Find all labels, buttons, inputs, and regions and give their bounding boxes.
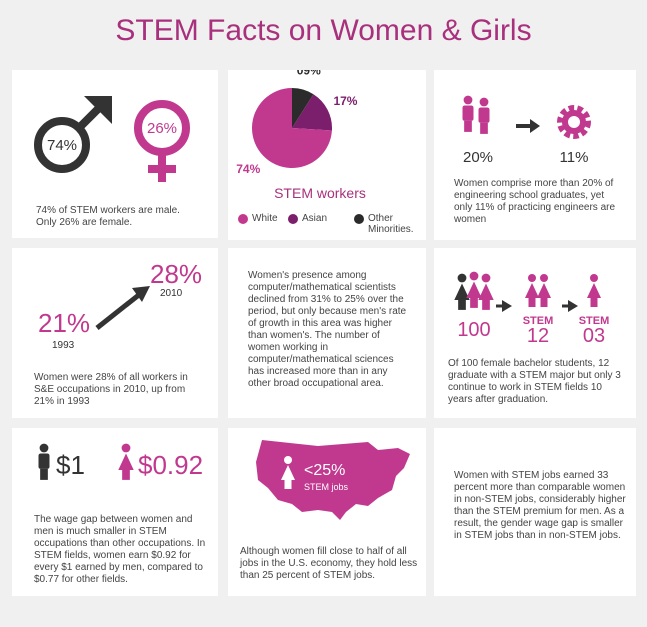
person-head (481, 273, 491, 283)
person-body (537, 283, 551, 298)
wage-card: $1 $0.92 The wage gap between women and … (12, 428, 218, 596)
person-legs (458, 298, 466, 310)
gear-ring (562, 110, 586, 134)
pie-label: 74% (236, 162, 260, 176)
engineering-card: 20% 11% Women comprise more than 20% of … (434, 70, 636, 240)
map-label: STEM jobs (304, 482, 349, 492)
female-share: 26% (147, 120, 177, 137)
person-legs (482, 298, 490, 310)
gender-card: 74% 26% 74% of STEM workers are male. On… (12, 70, 218, 238)
person-legs (528, 297, 536, 307)
men-wage: $1 (56, 450, 85, 480)
card-text: The wage gap between women and men is mu… (34, 514, 206, 585)
person-body (525, 283, 539, 298)
person-body (281, 465, 295, 480)
person-body (587, 283, 601, 298)
women-share: <25% (304, 462, 345, 479)
pie-label: 17% (333, 94, 357, 108)
engineers-share: 11% (560, 149, 589, 166)
earnings-card: Women with STEM jobs earned 33 percent m… (434, 428, 636, 596)
step-label: STEM (523, 315, 554, 327)
person-legs (284, 479, 292, 489)
person-body (478, 283, 494, 300)
person-body (478, 107, 490, 123)
person-legs (40, 468, 48, 480)
card-text: Women were 28% of all workers in S&E occ… (34, 372, 188, 407)
pie-card: STEM workers 09% 17% 74% White Asian Other M… (228, 70, 426, 240)
step-count: 03 (583, 325, 605, 347)
male-arrowhead (84, 96, 112, 124)
jobs-card: <25% STEM jobs Although women fill close… (228, 428, 426, 596)
person-body (118, 453, 134, 470)
person-head (121, 443, 131, 453)
card-text: 74% of STEM workers are male. Only 26% a… (36, 205, 180, 228)
person-head (39, 443, 49, 453)
person-head (457, 273, 467, 283)
growth-graphic: 28% 2010 21% 1993 (38, 259, 202, 351)
step-label: STEM (579, 315, 610, 327)
arrowhead (568, 300, 578, 312)
person-head (528, 274, 536, 282)
step-count: 12 (527, 325, 549, 347)
person-head (590, 274, 598, 282)
pipeline-card: 100 STEM 12 STEM 03 Of 100 female bachel… (434, 248, 636, 418)
card-text: Women comprise more than 20% of engineer… (454, 178, 616, 225)
start-count: 100 (457, 319, 490, 341)
person-legs (540, 297, 548, 307)
person-head (540, 274, 548, 282)
person-legs (470, 296, 478, 308)
person-body (462, 105, 474, 121)
legend-label: Asian (302, 213, 328, 224)
graduates-share: 20% (463, 149, 493, 166)
person-legs (480, 122, 488, 134)
person-head (284, 456, 292, 464)
person-body (38, 453, 50, 469)
person-head (479, 97, 489, 107)
arrowhead (502, 300, 512, 312)
legend-swatch (238, 214, 248, 224)
pie-slice (252, 88, 332, 169)
arrowhead (530, 119, 540, 133)
person-legs (122, 468, 130, 480)
gear (557, 105, 591, 139)
card-text: Of 100 female bachelor students, 12 grad… (448, 358, 621, 405)
end-value: 28% (150, 259, 202, 289)
card-text: Women's presence among computer/mathemat… (248, 270, 407, 389)
legend-label: White (252, 213, 278, 224)
start-year: 1993 (52, 340, 75, 351)
arrowhead (132, 286, 150, 302)
pie-slice (292, 94, 332, 131)
person-body (466, 281, 482, 298)
pie-chart: STEM workers 09% 17% 74% (236, 70, 366, 224)
card-text: Although women fill close to half of all… (240, 546, 418, 581)
person-head (463, 95, 473, 105)
legend-label: Other Minorities. (368, 213, 414, 235)
male-symbol (34, 117, 90, 173)
gender-icons: 74% 26% (34, 96, 190, 182)
pie-label: 09% (297, 70, 321, 77)
person-body (454, 283, 470, 300)
pie-slice (292, 88, 314, 128)
pipeline-graphic: 100 STEM 12 STEM 03 (454, 271, 610, 347)
jobs-graphic: <25% STEM jobs (256, 440, 410, 520)
engineering-icons: 20% 11% (462, 95, 591, 166)
person-legs (590, 297, 598, 307)
chart-title: STEM workers (274, 185, 366, 201)
end-year: 2010 (160, 288, 183, 299)
person-legs (464, 120, 472, 132)
trend-arrow (95, 292, 142, 330)
legend-swatch (288, 214, 298, 224)
women-wage: $0.92 (138, 450, 203, 480)
start-value: 21% (38, 308, 90, 338)
person-head (469, 271, 479, 281)
us-map (256, 440, 410, 520)
male-share: 74% (47, 137, 77, 154)
page-title: STEM Facts on Women & Girls (115, 14, 532, 47)
presence-card: Women's presence among computer/mathemat… (228, 248, 426, 418)
growth-card: 28% 2010 21% 1993 Women were 28% of all … (12, 248, 218, 418)
wage-graphic: $1 $0.92 (38, 443, 203, 480)
legend-swatch (354, 214, 364, 224)
card-text: Women with STEM jobs earned 33 percent m… (454, 470, 626, 541)
